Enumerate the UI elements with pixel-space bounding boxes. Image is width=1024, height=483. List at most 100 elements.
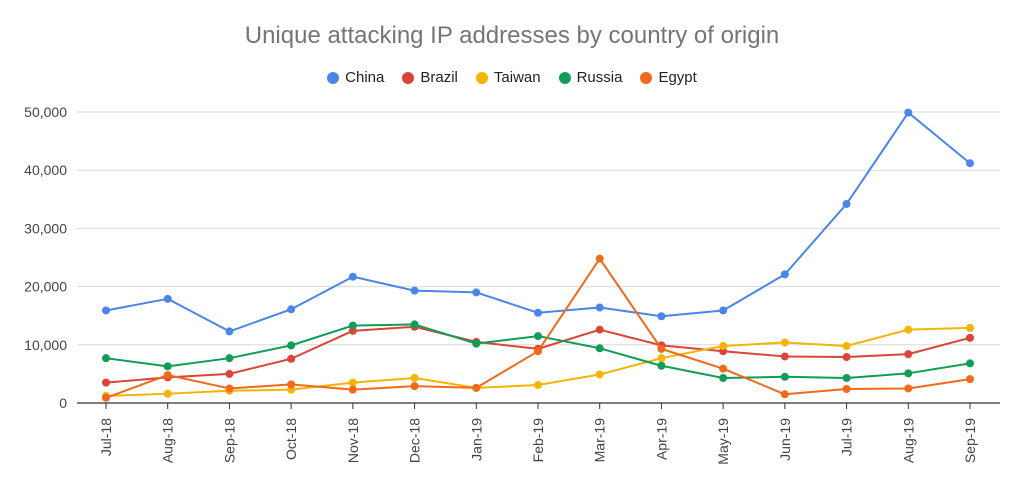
y-tick-label: 40,000 bbox=[24, 162, 67, 178]
legend-label: Egypt bbox=[658, 69, 697, 86]
data-point-brazil bbox=[780, 352, 789, 361]
legend-item-taiwan[interactable]: Taiwan bbox=[475, 69, 541, 86]
data-point-brazil bbox=[102, 378, 110, 387]
data-point-egypt bbox=[225, 384, 234, 393]
x-tick-label: Jul-18 bbox=[98, 418, 114, 456]
y-tick-label: 10,000 bbox=[24, 337, 67, 353]
x-tick-label: Jan-19 bbox=[468, 418, 484, 461]
legend-item-egypt[interactable]: Egypt bbox=[640, 69, 697, 86]
x-tick-label: Jun-19 bbox=[777, 418, 793, 461]
data-point-egypt bbox=[719, 364, 728, 373]
data-point-russia bbox=[966, 359, 974, 368]
legend-label: Taiwan bbox=[493, 69, 541, 86]
legend-label: China bbox=[345, 69, 385, 86]
y-tick-label: 0 bbox=[59, 395, 67, 411]
data-point-china bbox=[163, 294, 172, 303]
data-point-china bbox=[780, 270, 789, 279]
data-point-egypt bbox=[966, 375, 974, 384]
data-point-taiwan bbox=[595, 370, 604, 379]
data-point-egypt bbox=[657, 344, 666, 353]
data-point-egypt bbox=[348, 385, 357, 394]
data-point-china bbox=[410, 286, 419, 295]
data-point-taiwan bbox=[904, 325, 913, 334]
data-point-china bbox=[287, 305, 296, 314]
x-tick-label: Mar-19 bbox=[592, 418, 608, 463]
data-point-china bbox=[904, 108, 913, 117]
data-point-russia bbox=[225, 354, 234, 363]
data-point-egypt bbox=[287, 380, 296, 389]
legend-marker-icon bbox=[640, 71, 653, 84]
data-point-egypt bbox=[102, 393, 110, 402]
data-point-russia bbox=[348, 321, 357, 330]
data-point-china bbox=[657, 312, 666, 321]
legend-item-china[interactable]: China bbox=[327, 69, 384, 86]
x-tick-label: May-19 bbox=[715, 418, 731, 465]
data-point-egypt bbox=[842, 385, 851, 394]
data-point-brazil bbox=[225, 369, 234, 378]
data-point-china bbox=[595, 303, 604, 312]
data-point-russia bbox=[472, 339, 481, 348]
x-tick-label: Sep-18 bbox=[221, 418, 237, 463]
data-point-egypt bbox=[780, 390, 789, 399]
legend-label: Brazil bbox=[420, 69, 458, 86]
data-point-brazil bbox=[842, 353, 851, 362]
y-tick-label: 20,000 bbox=[24, 279, 67, 295]
data-point-russia bbox=[595, 344, 604, 353]
data-point-taiwan bbox=[842, 341, 851, 350]
x-tick-label: Oct-18 bbox=[283, 418, 299, 460]
data-point-taiwan bbox=[780, 338, 789, 347]
x-tick-label: Jul-19 bbox=[839, 418, 855, 456]
x-tick-label: Sep-19 bbox=[962, 418, 978, 463]
data-point-taiwan bbox=[657, 354, 666, 363]
data-point-china bbox=[966, 159, 974, 168]
data-point-taiwan bbox=[410, 373, 419, 382]
data-point-brazil bbox=[287, 354, 296, 363]
x-tick-label: Aug-18 bbox=[160, 418, 176, 463]
data-point-china bbox=[534, 308, 542, 317]
series-line-china bbox=[105, 111, 971, 333]
data-point-egypt bbox=[904, 384, 913, 393]
legend: China Brazil Taiwan Russia Egypt bbox=[0, 69, 1024, 86]
data-point-china bbox=[719, 306, 728, 315]
data-point-taiwan bbox=[719, 341, 728, 350]
data-point-egypt bbox=[472, 383, 481, 392]
data-point-egypt bbox=[534, 347, 542, 356]
data-point-egypt bbox=[595, 254, 604, 263]
legend-marker-icon bbox=[475, 71, 488, 84]
data-point-russia bbox=[102, 354, 110, 363]
data-point-russia bbox=[534, 332, 542, 341]
y-tick-label: 50,000 bbox=[24, 104, 67, 120]
data-point-china bbox=[225, 327, 234, 336]
data-point-russia bbox=[287, 341, 296, 350]
legend-item-brazil[interactable]: Brazil bbox=[402, 69, 458, 86]
data-point-russia bbox=[719, 373, 728, 382]
legend-label: Russia bbox=[576, 69, 623, 86]
y-tick-label: 30,000 bbox=[24, 220, 67, 236]
data-point-china bbox=[842, 199, 851, 208]
x-tick-label: Feb-19 bbox=[530, 418, 546, 463]
legend-marker-icon bbox=[327, 71, 340, 84]
data-point-brazil bbox=[904, 350, 913, 359]
data-point-russia bbox=[163, 362, 172, 371]
data-point-taiwan bbox=[966, 323, 974, 332]
data-point-russia bbox=[657, 361, 666, 370]
legend-marker-icon bbox=[402, 71, 415, 84]
data-point-taiwan bbox=[348, 378, 357, 387]
data-point-egypt bbox=[163, 371, 172, 380]
data-point-russia bbox=[842, 373, 851, 382]
data-point-brazil bbox=[595, 325, 604, 334]
x-tick-label: Aug-19 bbox=[900, 418, 916, 463]
data-point-taiwan bbox=[163, 389, 172, 398]
legend-item-russia[interactable]: Russia bbox=[558, 69, 623, 86]
legend-marker-icon bbox=[558, 71, 571, 84]
data-point-russia bbox=[780, 372, 789, 381]
data-point-china bbox=[348, 272, 357, 281]
data-point-egypt bbox=[410, 382, 419, 391]
x-tick-label: Nov-18 bbox=[345, 418, 361, 463]
x-tick-label: Dec-18 bbox=[407, 418, 423, 463]
data-point-russia bbox=[410, 320, 419, 329]
x-tick-label: Apr-19 bbox=[653, 418, 669, 460]
data-point-brazil bbox=[966, 333, 974, 342]
